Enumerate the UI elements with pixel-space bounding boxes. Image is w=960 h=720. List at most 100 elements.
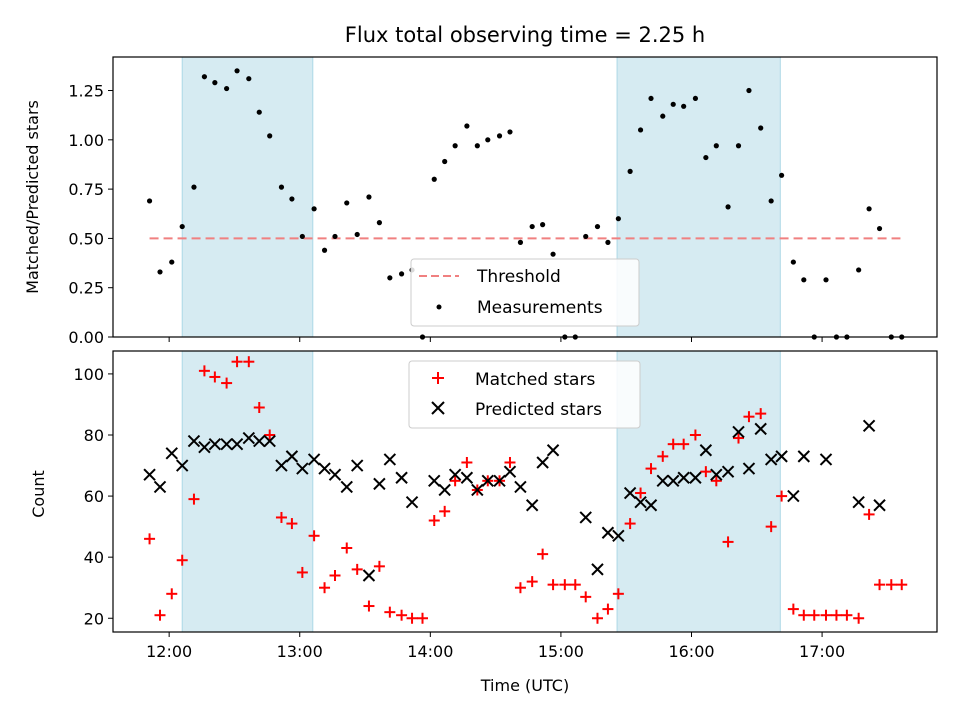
measurement-point	[169, 259, 175, 265]
measurement-point	[431, 176, 437, 182]
matched-stars-point	[286, 518, 298, 530]
predicted-stars-point	[405, 495, 419, 509]
matched-stars-point	[526, 576, 538, 588]
y-tick-label: 20	[84, 609, 104, 628]
predicted-stars-point	[383, 453, 397, 466]
matched-stars-point	[591, 612, 603, 624]
predicted-stars-point	[471, 483, 484, 497]
predicted-stars-point	[525, 499, 539, 512]
measurement-point	[464, 123, 470, 129]
predicted-stars-point	[503, 465, 517, 478]
matched-stars-point	[144, 533, 156, 545]
predicted-stars-point	[601, 526, 615, 539]
measurement-point	[648, 95, 654, 102]
matched-stars-point	[667, 438, 679, 450]
matched-stars-point	[830, 609, 842, 621]
predicted-stars-point	[852, 495, 865, 509]
matched-stars-point	[319, 582, 331, 594]
matched-stars-point	[209, 371, 221, 383]
shaded-bands-bottom	[181, 350, 781, 633]
x-tick-label: 14:00	[407, 642, 453, 661]
matched-stars-point	[776, 490, 788, 502]
predicted-stars-point	[350, 459, 364, 472]
matched-stars-point	[188, 493, 200, 505]
matched-stars-point	[296, 566, 308, 578]
measurement-point	[344, 200, 350, 206]
predicted-stars-point	[514, 480, 527, 494]
matched-stars-point	[569, 579, 581, 591]
axes-frame-top	[112, 56, 938, 338]
predicted-stars-point	[340, 480, 353, 494]
measurement-point	[246, 76, 252, 82]
measurement-point	[201, 74, 208, 80]
y-tick-label: 40	[84, 548, 104, 567]
predicted-stars-point	[328, 468, 342, 481]
matched-stars-point	[439, 505, 451, 517]
y-tick-label: 1.25	[68, 82, 104, 101]
measurement-point	[507, 129, 513, 135]
measurement-point	[529, 223, 535, 230]
matched-stars-point	[406, 612, 418, 624]
predicted-stars-point	[395, 471, 408, 484]
predicted-stars-point	[493, 474, 506, 488]
matched-stars-point	[166, 588, 178, 600]
measurement-point	[801, 277, 807, 283]
measurement-point	[540, 222, 546, 228]
matched-stars-point	[341, 542, 353, 554]
legend-bottom: Matched stars Predicted stars	[408, 360, 641, 429]
matched-stars-point	[896, 579, 908, 591]
measurement-point	[179, 223, 185, 230]
predicted-stars-point	[699, 444, 713, 457]
predicted-stars-point	[612, 529, 625, 542]
panel-bottom: 20 40 60 80 100 12:00 13:00 14:00 15:00 16:00 17:…	[29, 350, 938, 695]
matched-stars-point	[874, 579, 886, 591]
measurement-point	[332, 233, 338, 240]
predicted-stars-point	[797, 450, 811, 463]
matched-stars-point	[853, 612, 865, 624]
matched-stars-point	[221, 377, 233, 389]
measurement-point	[856, 267, 862, 273]
predicted-stars-point	[656, 474, 669, 488]
matched-stars-point	[363, 600, 375, 612]
y-tick-label: 0.50	[68, 229, 104, 248]
matched-stars-point	[275, 511, 287, 523]
legend-box-top	[410, 258, 640, 327]
y-tick-label: 80	[84, 426, 104, 445]
matched-stars-point	[416, 612, 428, 624]
measurement-point	[278, 184, 285, 190]
legend-box-bottom	[408, 360, 641, 429]
predicted-stars-point	[732, 425, 745, 439]
measurement-point	[146, 198, 153, 204]
predicted-stars-point	[873, 499, 886, 512]
matched-stars-point	[624, 518, 636, 530]
predicted-stars-point	[546, 444, 560, 457]
legend-matched-marker	[432, 372, 444, 384]
matched-stars-point	[580, 591, 592, 603]
measurement-point	[605, 239, 611, 245]
measurement-point	[321, 247, 328, 253]
matched-stars-point	[253, 402, 265, 414]
matched-stars-point	[329, 569, 341, 581]
measurement-point	[517, 239, 524, 245]
measurement-point	[583, 233, 589, 240]
predicted-stars-point	[165, 447, 178, 460]
predicted-stars-point	[176, 459, 189, 472]
matched-stars-point	[514, 582, 526, 594]
measurement-point	[474, 143, 480, 149]
matched-stars-point	[765, 521, 777, 533]
x-tick-label: 16:00	[668, 642, 714, 661]
measurement-point	[692, 95, 699, 102]
axes-frame-bottom	[112, 350, 938, 633]
measurement-point	[703, 154, 709, 161]
predicted-stars-point	[285, 450, 299, 463]
y-axis-label-bottom: Count	[29, 470, 48, 518]
matched-stars-point	[635, 487, 647, 499]
measurement-point	[354, 231, 360, 238]
predicted-stars-point	[253, 434, 266, 448]
matched-stars-point	[176, 554, 188, 566]
matched-stars-point	[198, 365, 210, 377]
measurement-point	[496, 133, 503, 139]
count-points	[143, 356, 908, 624]
shaded-band	[181, 350, 314, 633]
